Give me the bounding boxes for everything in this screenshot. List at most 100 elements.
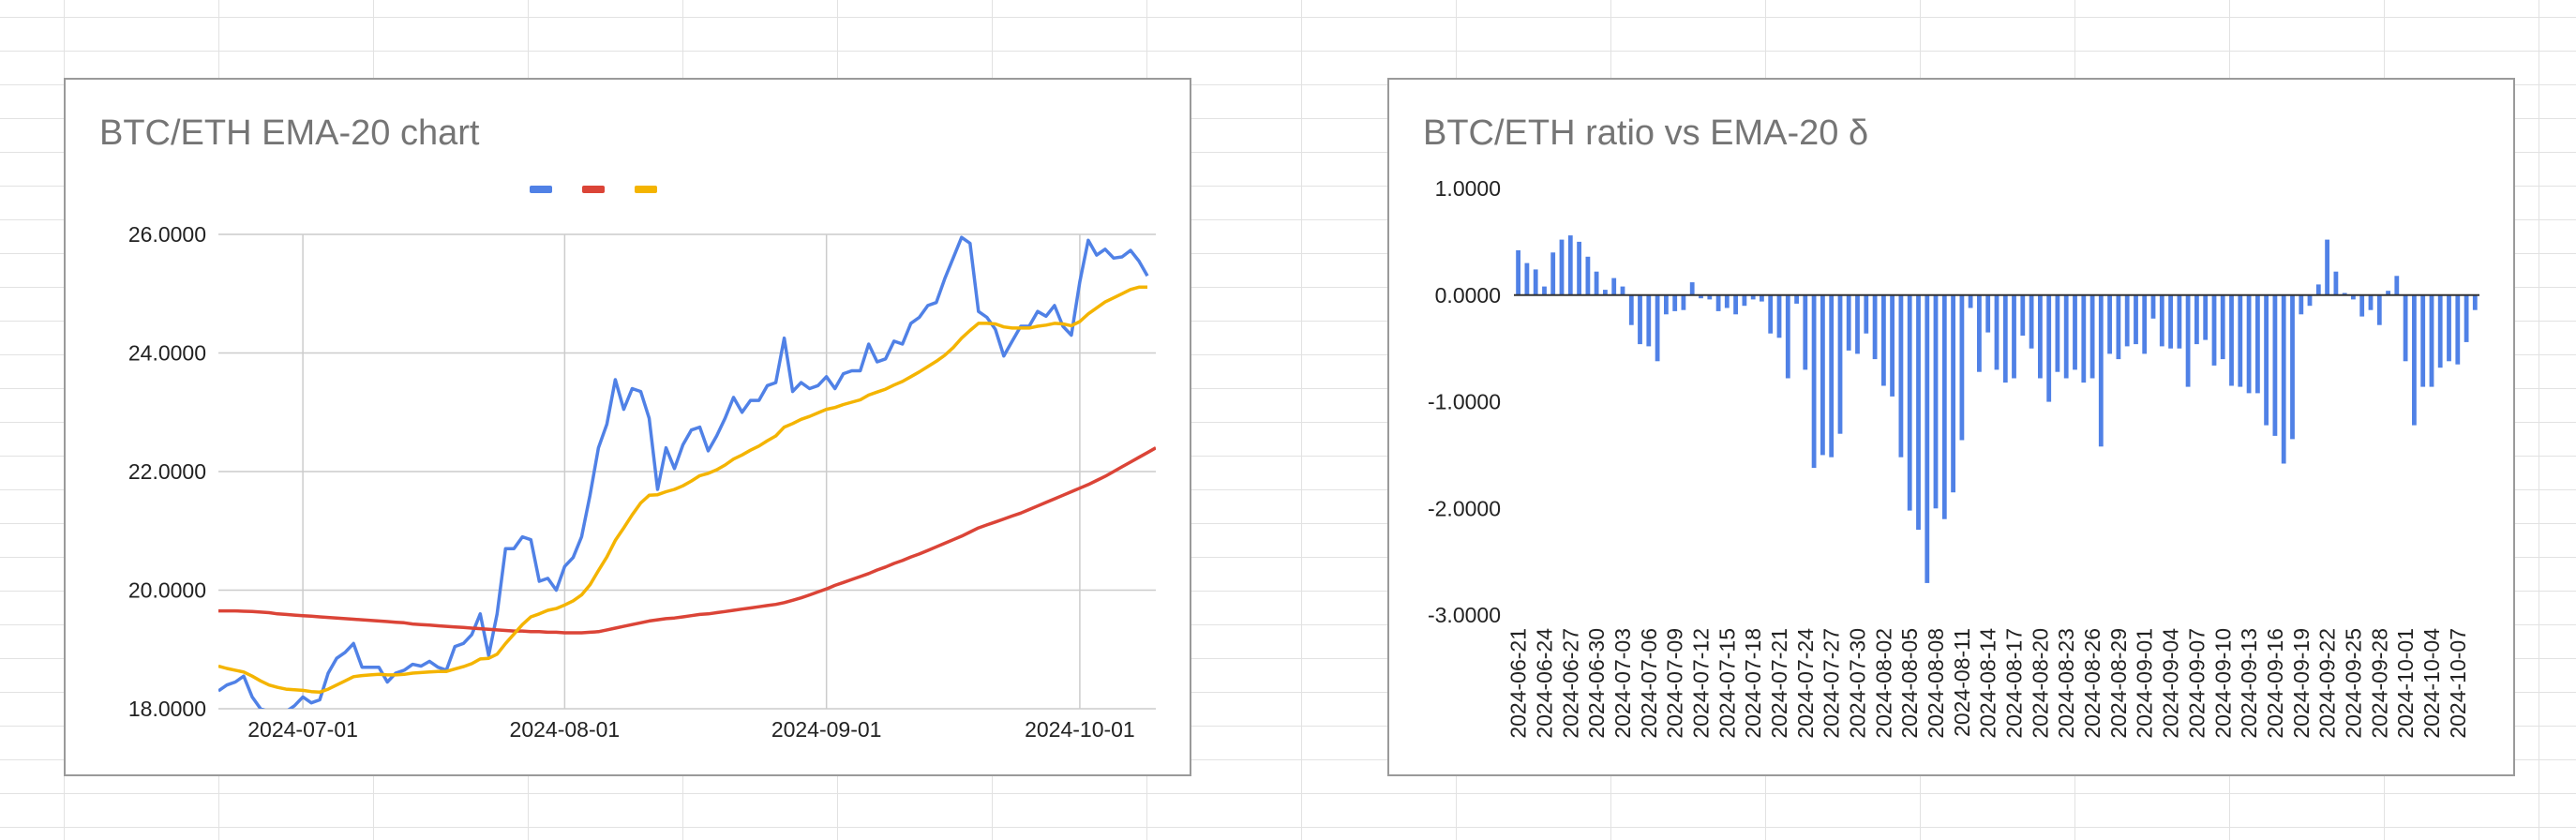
series-line-2 bbox=[218, 446, 1156, 635]
bar bbox=[2412, 294, 2417, 426]
bar bbox=[2272, 294, 2278, 436]
x-tick-label: 2024-09-04 bbox=[2159, 628, 2183, 739]
bar bbox=[1577, 241, 1581, 295]
x-tick-label: 2024-08-29 bbox=[2106, 628, 2131, 739]
bar bbox=[2063, 294, 2069, 379]
bar bbox=[1542, 286, 1547, 295]
series-line-3 bbox=[218, 285, 1147, 695]
bar bbox=[2020, 294, 2026, 336]
bar bbox=[1941, 294, 1947, 519]
x-tick-label: 2024-08-05 bbox=[1897, 628, 1922, 739]
bar bbox=[2359, 294, 2365, 317]
x-tick-label: 2024-06-30 bbox=[1584, 628, 1609, 739]
x-tick-label: 2024-07-15 bbox=[1715, 628, 1739, 739]
bar bbox=[2447, 294, 2451, 362]
x-tick-label: 2024-09-28 bbox=[2367, 628, 2391, 739]
bar bbox=[1898, 294, 1904, 458]
bar bbox=[2455, 294, 2461, 365]
bar bbox=[1516, 250, 1520, 295]
bar bbox=[1933, 294, 1939, 509]
x-tick-label: 2024-07-03 bbox=[1610, 628, 1635, 739]
bar bbox=[2002, 294, 2008, 383]
bar bbox=[1646, 294, 1652, 347]
bar bbox=[2264, 294, 2269, 426]
x-tick-label: 2024-07-12 bbox=[1689, 628, 1714, 739]
bar bbox=[1760, 294, 1764, 302]
bar bbox=[1699, 294, 1703, 299]
bar bbox=[2342, 292, 2347, 295]
bar bbox=[1707, 294, 1713, 300]
x-tick-label: 2024-07-24 bbox=[1793, 628, 1818, 739]
delta-chart-card[interactable]: BTC/ETH ratio vs EMA-20 δ -3.0000 -2.0000… bbox=[1387, 78, 2515, 776]
bar bbox=[1681, 294, 1686, 310]
x-tick-label: 2024-07-06 bbox=[1637, 628, 1661, 739]
bar bbox=[1925, 294, 1930, 583]
x-tick-label: 2024-07-21 bbox=[1767, 628, 1791, 739]
x-tick-label: 2024-09-22 bbox=[2315, 628, 2340, 739]
bar bbox=[2098, 294, 2104, 447]
bar bbox=[1733, 294, 1738, 315]
bar bbox=[1776, 294, 1782, 338]
series-line-1 bbox=[218, 235, 1149, 709]
bar bbox=[1951, 294, 1955, 493]
x-tick-label: 2024-08-01 bbox=[510, 717, 621, 742]
bar bbox=[1724, 294, 1730, 308]
bar bbox=[2046, 294, 2052, 402]
bar bbox=[2420, 294, 2426, 387]
x-tick-label: 2024-08-17 bbox=[2002, 628, 2027, 739]
x-tick-label: 2024-10-01 bbox=[1025, 717, 1135, 742]
x-tick-label: 2024-09-10 bbox=[2210, 628, 2235, 739]
chart-title: BTC/ETH ratio vs EMA-20 δ bbox=[1423, 113, 1869, 153]
x-tick-label: 2024-06-27 bbox=[1558, 628, 1582, 739]
y-tick-label: -2.0000 bbox=[1428, 496, 1501, 520]
x-tick-label: 2024-09-25 bbox=[2341, 628, 2365, 739]
bar bbox=[1785, 294, 1790, 379]
bar bbox=[1855, 294, 1860, 354]
x-tick-label: 2024-07-09 bbox=[1663, 628, 1687, 739]
bar bbox=[1742, 294, 1747, 307]
bar bbox=[2255, 294, 2260, 394]
bar bbox=[2134, 294, 2138, 345]
bar bbox=[2159, 294, 2164, 347]
bar bbox=[2472, 294, 2478, 310]
bar bbox=[1907, 294, 1912, 511]
bar bbox=[2386, 291, 2390, 295]
x-tick-label: 2024-09-07 bbox=[2184, 628, 2209, 739]
y-tick-label: -3.0000 bbox=[1428, 603, 1501, 627]
bar bbox=[1959, 294, 1965, 441]
bar bbox=[1664, 294, 1669, 315]
bar bbox=[1611, 278, 1617, 295]
y-tick-label: 22.0000 bbox=[128, 459, 206, 484]
bar bbox=[1715, 294, 1721, 311]
bar bbox=[1811, 294, 1817, 469]
x-tick-label: 2024-08-02 bbox=[1871, 628, 1895, 739]
bar bbox=[1628, 294, 1634, 325]
bar bbox=[1977, 294, 1982, 372]
ema-line-chart: 18.0000 20.0000 22.0000 24.0000 26.0000 2024-… bbox=[128, 186, 1156, 742]
y-tick-label: 1.0000 bbox=[1435, 176, 1501, 201]
bar bbox=[2315, 284, 2321, 295]
x-tick-label: 2024-07-01 bbox=[247, 717, 358, 742]
x-tick-label: 2024-06-24 bbox=[1532, 628, 1556, 739]
y-tick-label: -1.0000 bbox=[1428, 390, 1501, 414]
bar bbox=[1872, 294, 1878, 360]
bar bbox=[1559, 239, 1565, 295]
bar bbox=[2073, 294, 2077, 370]
bar bbox=[2177, 294, 2182, 349]
bar bbox=[1524, 262, 1530, 295]
bar bbox=[1655, 294, 1660, 362]
bar bbox=[2211, 294, 2217, 366]
bar bbox=[2081, 294, 2087, 383]
chart-title: BTC/ETH EMA-20 chart bbox=[99, 113, 480, 153]
x-tick-label: 2024-09-13 bbox=[2237, 628, 2261, 739]
bar bbox=[2299, 294, 2304, 315]
ema-chart-card[interactable]: BTC/ETH EMA-20 chart 18.0000 20.0000 22.00… bbox=[64, 78, 1191, 776]
bar bbox=[2029, 294, 2034, 349]
bar bbox=[1803, 294, 1808, 370]
bar bbox=[2464, 294, 2469, 342]
legend-swatch-3 bbox=[635, 186, 657, 193]
bar bbox=[1985, 294, 1991, 333]
bar bbox=[1672, 294, 1678, 311]
bar bbox=[2107, 294, 2112, 354]
bar bbox=[2124, 294, 2130, 347]
